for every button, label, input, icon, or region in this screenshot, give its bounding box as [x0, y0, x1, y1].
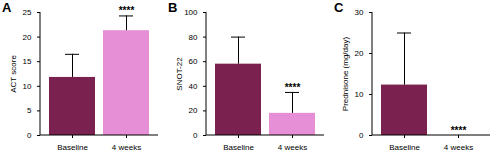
svg-text:5: 5 — [27, 106, 32, 115]
svg-text:SNOT-22: SNOT-22 — [175, 57, 184, 91]
svg-text:10: 10 — [355, 90, 364, 99]
html-text:C: C — [334, 0, 344, 15]
svg-text:15: 15 — [23, 57, 32, 66]
html-text:B: B — [168, 0, 178, 15]
svg-text:25: 25 — [23, 8, 32, 17]
svg-text:20: 20 — [189, 106, 198, 115]
svg-text:10: 10 — [23, 82, 32, 91]
svg-text:****: **** — [119, 5, 135, 16]
svg-text:0: 0 — [27, 131, 32, 140]
svg-text:Prednisone (mg/day): Prednisone (mg/day) — [341, 37, 350, 112]
svg-text:4 weeks: 4 weeks — [444, 143, 473, 152]
svg-text:Baseline: Baseline — [223, 143, 254, 152]
svg-text:40: 40 — [189, 82, 198, 91]
svg-text:0: 0 — [193, 131, 198, 140]
svg-text:Baseline: Baseline — [389, 143, 420, 152]
svg-text:20: 20 — [355, 49, 364, 58]
svg-text:30: 30 — [355, 8, 364, 17]
svg-text:4 weeks: 4 weeks — [278, 143, 307, 152]
svg-text:80: 80 — [189, 33, 198, 42]
svg-text:4 weeks: 4 weeks — [112, 143, 141, 152]
html-text:A: A — [2, 0, 12, 15]
svg-text:60: 60 — [189, 57, 198, 66]
svg-text:****: **** — [451, 125, 467, 136]
svg-text:Baseline: Baseline — [57, 143, 88, 152]
svg-text:100: 100 — [184, 8, 198, 17]
svg-text:20: 20 — [23, 33, 32, 42]
svg-text:****: **** — [285, 82, 301, 93]
svg-text:0: 0 — [359, 131, 364, 140]
svg-text:ACT score: ACT score — [9, 55, 18, 93]
